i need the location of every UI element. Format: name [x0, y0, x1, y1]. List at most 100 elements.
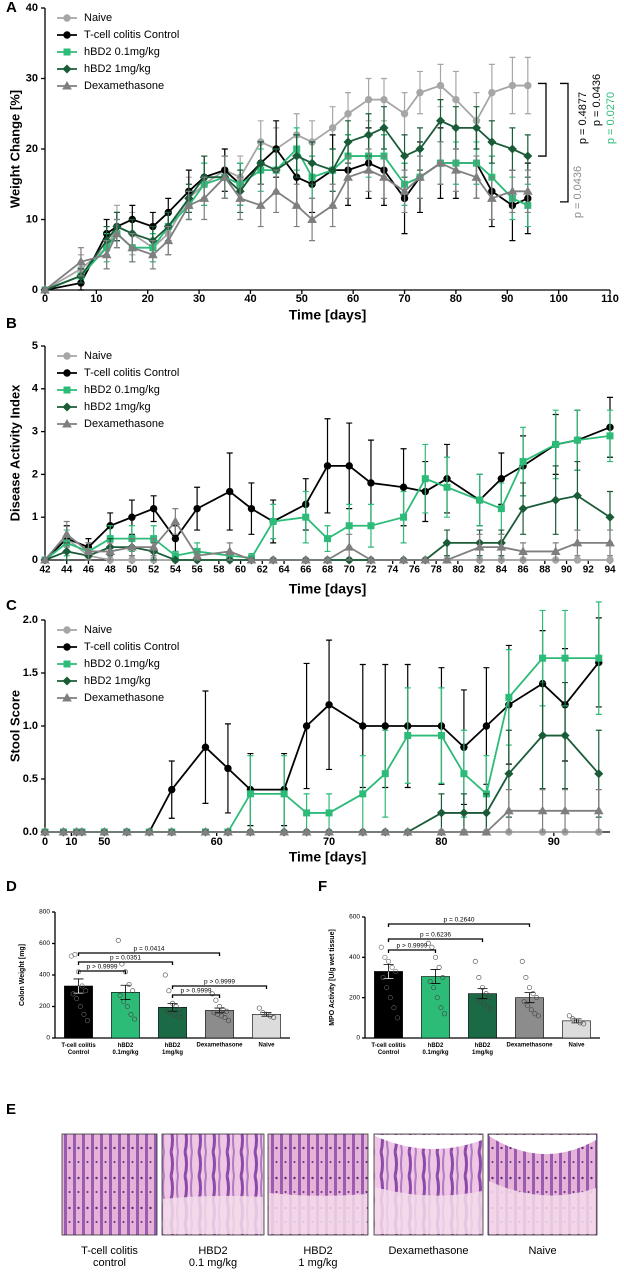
x-tick-label: 68 [322, 565, 334, 576]
data-point [432, 954, 438, 960]
annotation: p = 0.4877 [577, 92, 589, 144]
y-tick-label: 200 [39, 1003, 50, 1010]
histology-detail [163, 1195, 263, 1234]
data-point [224, 1008, 230, 1014]
histology-detail [489, 1135, 596, 1155]
marker [459, 808, 469, 818]
data-point [83, 988, 89, 994]
marker [452, 95, 460, 104]
data-point [429, 944, 435, 950]
marker [522, 186, 533, 195]
marker [219, 172, 230, 181]
marker [523, 151, 533, 161]
marker [328, 124, 337, 132]
data-point [481, 1001, 487, 1007]
comparison-label: p > 0.9999 [204, 979, 235, 986]
bar [468, 993, 497, 1039]
marker [292, 151, 302, 161]
data-point [382, 954, 388, 960]
marker [487, 137, 497, 147]
marker [560, 805, 570, 815]
marker [507, 186, 518, 195]
data-point [79, 983, 85, 989]
data-point [177, 1007, 183, 1013]
marker [420, 554, 431, 564]
y-tick-label: 0 [32, 554, 38, 566]
error-bar [120, 984, 131, 993]
y-tick-label: 600 [349, 914, 360, 921]
data-point [394, 1015, 400, 1021]
marker [168, 785, 176, 794]
marker [415, 172, 425, 181]
series-line [44, 426, 611, 561]
error-bar [477, 988, 488, 994]
legend-marker [63, 48, 71, 56]
legend-label: Dexamethasone [84, 418, 164, 430]
marker [573, 556, 582, 564]
y-tick-label: 600 [39, 940, 50, 947]
marker [539, 654, 547, 662]
marker [402, 826, 413, 836]
marker [149, 504, 158, 513]
legend-marker [63, 14, 71, 22]
legend-marker [62, 676, 72, 686]
y-tick-label: 0 [32, 284, 38, 296]
data-point [173, 1003, 179, 1009]
y-tick-label: 40 [26, 2, 38, 14]
x-tick-label: hBD2 1mg/kg [162, 1043, 183, 1056]
marker [226, 487, 234, 496]
marker [148, 542, 159, 551]
marker [451, 165, 461, 174]
marker [58, 826, 69, 836]
x-tick-label: 66 [300, 565, 312, 576]
legend-marker [62, 692, 72, 702]
marker [268, 554, 279, 564]
y-tick-label: 200 [349, 994, 360, 1001]
data-point [488, 1007, 494, 1013]
marker [359, 790, 367, 798]
data-point [123, 969, 129, 975]
x-tick-label: hBD2 0.1mg/kg [112, 1043, 138, 1056]
x-tick-label: 80 [450, 293, 462, 305]
x-tick-label: 70 [398, 293, 410, 305]
x-tick-label: 82 [474, 565, 486, 576]
series-line [45, 809, 599, 833]
marker [379, 123, 389, 133]
marker [224, 764, 232, 773]
error-bar [430, 976, 441, 984]
marker [497, 505, 505, 513]
x-tick-label: 86 [518, 565, 530, 576]
marker [552, 440, 560, 448]
bracket [538, 82, 547, 157]
marker [325, 701, 333, 709]
marker [359, 722, 367, 730]
histology-detail [375, 1187, 482, 1234]
histology-detail [269, 1193, 367, 1234]
marker [537, 805, 548, 815]
marker [302, 513, 310, 521]
marker [436, 81, 445, 90]
legend-label: Dexamethasone [84, 692, 164, 704]
y-tick-label: 0 [46, 1035, 50, 1042]
data-point [393, 968, 399, 974]
bar [421, 976, 450, 1039]
marker [400, 151, 410, 161]
marker [367, 522, 375, 530]
marker [105, 546, 116, 555]
legend-label: T-cell colitis Control [84, 367, 179, 379]
legend-marker [63, 643, 71, 651]
data-point [179, 1015, 185, 1021]
bracket [560, 82, 569, 203]
marker [399, 186, 410, 195]
bar [252, 1014, 281, 1039]
marker [400, 110, 409, 118]
x-tick-label: 78 [431, 565, 443, 576]
legend-marker [63, 660, 71, 668]
x-tick-label: Naive [568, 1043, 585, 1049]
marker [518, 546, 528, 555]
comparison-label: p > 0.9999 [87, 964, 118, 971]
series-line [45, 734, 600, 833]
x-tick-label: T-cell colitis Control [371, 1043, 406, 1056]
